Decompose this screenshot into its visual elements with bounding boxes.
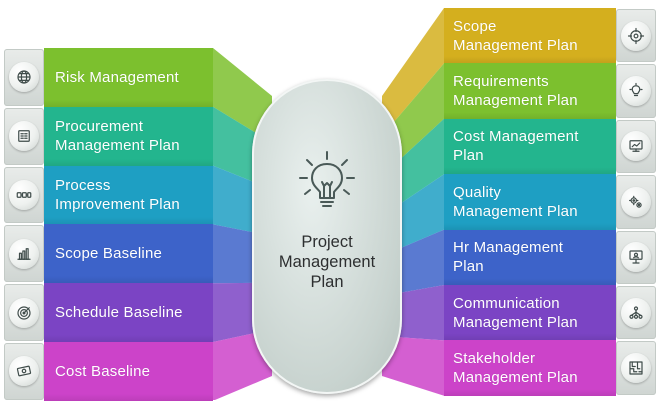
icon-tile <box>616 64 656 118</box>
icon-tile <box>616 9 656 63</box>
item-process-improvement-plan: Process Improvement Plan <box>44 165 213 225</box>
crosshair-icon <box>621 20 651 51</box>
item-label-line: Management Plan <box>453 92 578 110</box>
item-label: Scope Management Plan <box>453 17 578 55</box>
center-title: Project Management Plan <box>252 232 402 292</box>
item-label-line: Cost Management <box>453 128 579 146</box>
item-label: Stakeholder Management Plan <box>453 349 578 387</box>
item-label-line: Plan <box>453 258 484 276</box>
presentation-icon <box>621 242 651 273</box>
icon-tile <box>4 49 44 106</box>
item-label: Schedule Baseline <box>55 303 183 322</box>
icon-tile <box>616 341 656 395</box>
item-scope-baseline: Scope Baseline <box>44 224 213 284</box>
icon-tile <box>616 230 656 284</box>
icon-tile <box>4 225 44 283</box>
item-label-line: Schedule Baseline <box>55 304 183 322</box>
item-label-line: Management Plan <box>453 369 578 387</box>
item-label: Requirements Management Plan <box>453 72 578 110</box>
icon-tile <box>4 343 44 400</box>
gears-icon <box>621 186 651 217</box>
connector-right-0 <box>382 8 444 136</box>
item-schedule-baseline: Schedule Baseline <box>44 283 213 342</box>
network-icon <box>621 297 651 328</box>
item-label-line: Scope Baseline <box>55 245 163 263</box>
item-procurement-management-plan: Procurement Management Plan <box>44 106 213 166</box>
target-icon <box>9 297 39 328</box>
center-title-line-2: Management <box>278 253 376 271</box>
item-label-line: Hr Management <box>453 239 564 257</box>
item-quality-management-plan: Quality Management Plan <box>444 174 616 230</box>
item-scope-management-plan: Scope Management Plan <box>444 8 616 64</box>
icon-tile <box>4 107 44 165</box>
item-label: Risk Management <box>55 68 179 87</box>
item-risk-management: Risk Management <box>44 48 213 107</box>
item-label-line: Quality <box>453 183 502 201</box>
icon-tile <box>4 284 44 341</box>
item-label-line: Management Plan <box>55 137 180 155</box>
item-label: Hr Management Plan <box>453 238 563 276</box>
item-label-line: Plan <box>453 147 484 165</box>
connector-left-0 <box>213 48 272 143</box>
money-icon <box>9 356 39 387</box>
item-label-line: Scope <box>453 17 497 35</box>
item-label-line: Process <box>55 176 111 194</box>
lightbulb-icon <box>299 151 355 207</box>
item-label-line: Stakeholder <box>453 350 536 368</box>
center-title-line-3: Plan <box>310 273 344 291</box>
process-flow-icon <box>9 179 39 210</box>
item-label: Scope Baseline <box>55 244 162 263</box>
connector-right-6 <box>382 336 444 396</box>
item-label-line: Risk Management <box>55 68 179 86</box>
item-stakeholder-management-plan: Stakeholder Management Plan <box>444 340 616 396</box>
item-label-line: Procurement <box>55 118 144 136</box>
item-label: Process Improvement Plan <box>55 176 180 214</box>
item-label-line: Management Plan <box>453 202 578 220</box>
monitor-chart-icon <box>621 131 651 162</box>
item-hr-management-plan: Hr Management Plan <box>444 229 616 285</box>
center-pill <box>252 79 402 394</box>
item-label-line: Cost Baseline <box>55 362 151 380</box>
document-icon <box>9 121 39 152</box>
bar-chart-icon <box>9 238 39 269</box>
lightbulb-icon <box>621 76 651 107</box>
item-label: Cost Baseline <box>55 362 150 381</box>
item-cost-baseline: Cost Baseline <box>44 342 213 401</box>
item-label-line: Management Plan <box>453 313 578 331</box>
item-label: Communication Management Plan <box>453 294 578 332</box>
icon-tile <box>4 166 44 224</box>
item-label: Cost Management Plan <box>453 127 579 165</box>
maze-icon <box>621 353 651 384</box>
center-title-line-1: Project <box>301 233 353 251</box>
icon-tile <box>616 119 656 174</box>
item-label-line: Management Plan <box>453 36 578 54</box>
item-label: Quality Management Plan <box>453 183 578 221</box>
item-requirements-management-plan: Requirements Management Plan <box>444 63 616 119</box>
globe-icon <box>9 62 39 93</box>
item-label-line: Requirements <box>453 73 549 91</box>
item-label: Procurement Management Plan <box>55 117 180 155</box>
icon-tile <box>616 286 656 340</box>
item-label-line: Improvement Plan <box>55 195 180 213</box>
item-communication-management-plan: Communication Management Plan <box>444 285 616 341</box>
item-label-line: Communication <box>453 294 560 312</box>
icon-tile <box>616 175 656 229</box>
item-cost-management-plan: Cost Management Plan <box>444 118 616 175</box>
